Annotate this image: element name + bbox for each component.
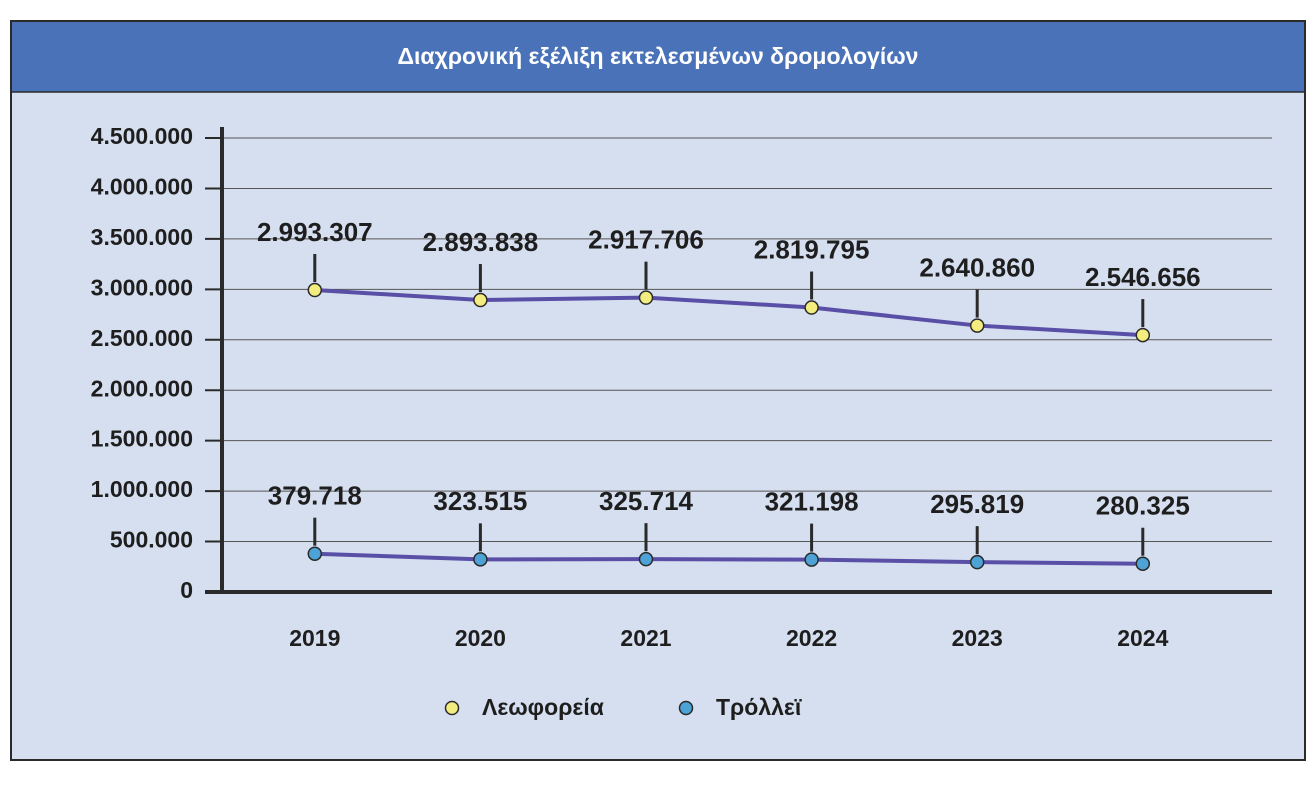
data-label: 295.819 (930, 489, 1024, 519)
data-label: 2.546.656 (1085, 262, 1201, 292)
y-tick-label: 1.500.000 (91, 426, 193, 452)
x-tick-label: 2022 (786, 625, 837, 651)
data-label: 2.640.860 (919, 252, 1035, 282)
y-tick-label: 0 (180, 577, 193, 603)
data-label: 325.714 (599, 486, 694, 516)
x-tick-label: 2020 (455, 625, 506, 651)
y-tick-label: 500.000 (110, 527, 193, 553)
data-point (969, 318, 985, 333)
data-point (473, 552, 488, 567)
data-label: 2.993.307 (257, 217, 373, 247)
data-label: 379.718 (268, 481, 362, 511)
legend-label: Λεωφορεία (482, 694, 604, 720)
data-point (969, 554, 985, 570)
x-tick-label: 2023 (952, 625, 1003, 651)
data-point (638, 290, 654, 305)
y-tick-label: 1.000.000 (91, 476, 193, 502)
series-line (314, 551, 1143, 566)
y-tick-label: 4.500.000 (91, 123, 193, 149)
chart-title: Διαχρονική εξέλιξη εκτελεσμένων δρομολογ… (398, 43, 919, 69)
data-label: 323.515 (433, 486, 527, 516)
data-label: 2.819.795 (754, 234, 870, 264)
y-tick-label: 2.000.000 (91, 375, 193, 401)
data-point (473, 292, 488, 308)
data-point (638, 551, 654, 567)
legend-label: Τρόλλεϊ (716, 694, 802, 720)
x-tick-label: 2019 (289, 625, 340, 651)
title-bar (12, 22, 1304, 92)
x-tick-label: 2021 (620, 625, 671, 651)
data-label: 2.893.838 (423, 227, 539, 257)
legend-marker (678, 700, 694, 716)
data-label: 2.917.706 (588, 225, 704, 255)
y-tick-label: 3.500.000 (91, 224, 193, 250)
data-point (1135, 327, 1151, 343)
data-point (307, 546, 323, 561)
data-label: 280.325 (1096, 491, 1190, 521)
y-tick-label: 3.000.000 (91, 274, 193, 300)
x-tick-label: 2024 (1117, 625, 1168, 651)
y-tick-label: 4.000.000 (91, 174, 193, 200)
data-label: 321.198 (765, 486, 859, 516)
series-line (314, 288, 1143, 338)
data-point (307, 282, 323, 298)
legend-marker (444, 700, 460, 716)
y-tick-label: 2.500.000 (91, 325, 193, 351)
data-point (804, 300, 819, 315)
data-point (804, 552, 819, 567)
data-point (1135, 556, 1151, 571)
